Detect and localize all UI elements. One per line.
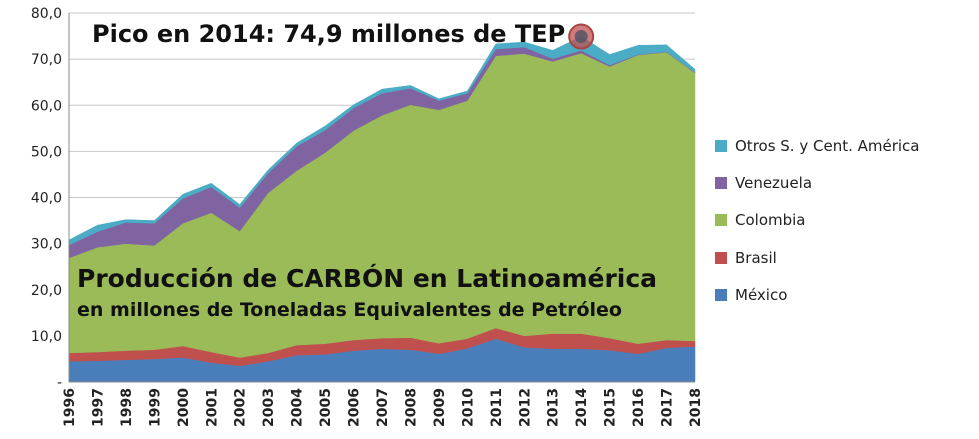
legend-swatch-venezuela <box>715 177 727 189</box>
stacked-areas <box>68 36 696 383</box>
legend-swatch-colombia <box>715 214 727 226</box>
legend-label-otros-s-y-cent-america: Otros S. y Cent. América <box>735 137 920 155</box>
x-tick-label: 1998 <box>119 388 135 427</box>
y-tick-label: 80,0 <box>31 6 62 22</box>
y-tick-label: 20,0 <box>31 283 62 299</box>
x-tick-label: 2006 <box>347 388 363 427</box>
legend-swatch-mexico <box>715 289 727 301</box>
y-tick-label: 70,0 <box>31 52 62 68</box>
x-tick-label: 2002 <box>233 388 249 427</box>
legend: Otros S. y Cent. América Venezuela Colombi… <box>715 137 920 304</box>
x-tick-label: 2016 <box>631 388 647 427</box>
x-tick-label: 2000 <box>176 388 192 427</box>
x-tick-label: 1996 <box>62 388 78 427</box>
x-tick-label: 2014 <box>574 388 590 427</box>
x-tick-label: 1997 <box>90 388 106 427</box>
y-axis-ticks: - 10,0 20,0 30,0 40,0 50,0 60,0 70,0 80,0 <box>31 6 62 391</box>
legend-swatch-brasil <box>715 252 727 264</box>
legend-label-colombia: Colombia <box>735 211 806 229</box>
x-tick-label: 2017 <box>660 388 676 427</box>
x-tick-label: 2013 <box>546 388 562 427</box>
peak-annotation-text: Pico en 2014: 74,9 millones de TEP <box>92 20 565 48</box>
y-tick-label: 40,0 <box>31 191 62 207</box>
legend-swatch-otros-s-y-cent-america <box>715 140 727 152</box>
chart-title: Producción de CARBÓN en Latinoamérica <box>77 263 657 293</box>
x-tick-label: 2001 <box>204 388 220 427</box>
peak-annotation <box>568 23 595 50</box>
area-otros-s-y-cent-america <box>68 36 696 246</box>
x-tick-label: 2003 <box>261 388 277 427</box>
x-tick-label: 2005 <box>318 388 334 427</box>
x-tick-label: 2010 <box>460 388 476 427</box>
x-tick-label: 1999 <box>147 388 163 427</box>
x-tick-label: 2015 <box>603 388 619 427</box>
axes <box>68 13 695 383</box>
y-tick-label: 60,0 <box>31 98 62 114</box>
chart-subtitle: en millones de Toneladas Equivalentes de… <box>77 299 622 321</box>
y-tick-label: 10,0 <box>31 329 62 345</box>
legend-label-brasil: Brasil <box>735 249 777 267</box>
x-tick-label: 2011 <box>489 388 505 427</box>
x-tick-label: 2004 <box>290 388 306 427</box>
x-tick-label: 2018 <box>688 388 704 427</box>
y-tick-label: - <box>57 375 62 391</box>
legend-label-venezuela: Venezuela <box>735 174 812 192</box>
x-axis-ticks: 1996 1997 1998 1999 2000 2001 2002 2003 2004 2005… <box>62 388 704 427</box>
x-tick-label: 2008 <box>403 388 419 427</box>
peak-marker-core <box>574 30 588 44</box>
legend-label-mexico: México <box>735 286 787 304</box>
x-tick-label: 2012 <box>517 388 533 427</box>
y-tick-label: 50,0 <box>31 144 62 160</box>
x-tick-label: 2009 <box>432 388 448 427</box>
x-tick-label: 2007 <box>375 388 391 427</box>
y-tick-label: 30,0 <box>31 237 62 253</box>
